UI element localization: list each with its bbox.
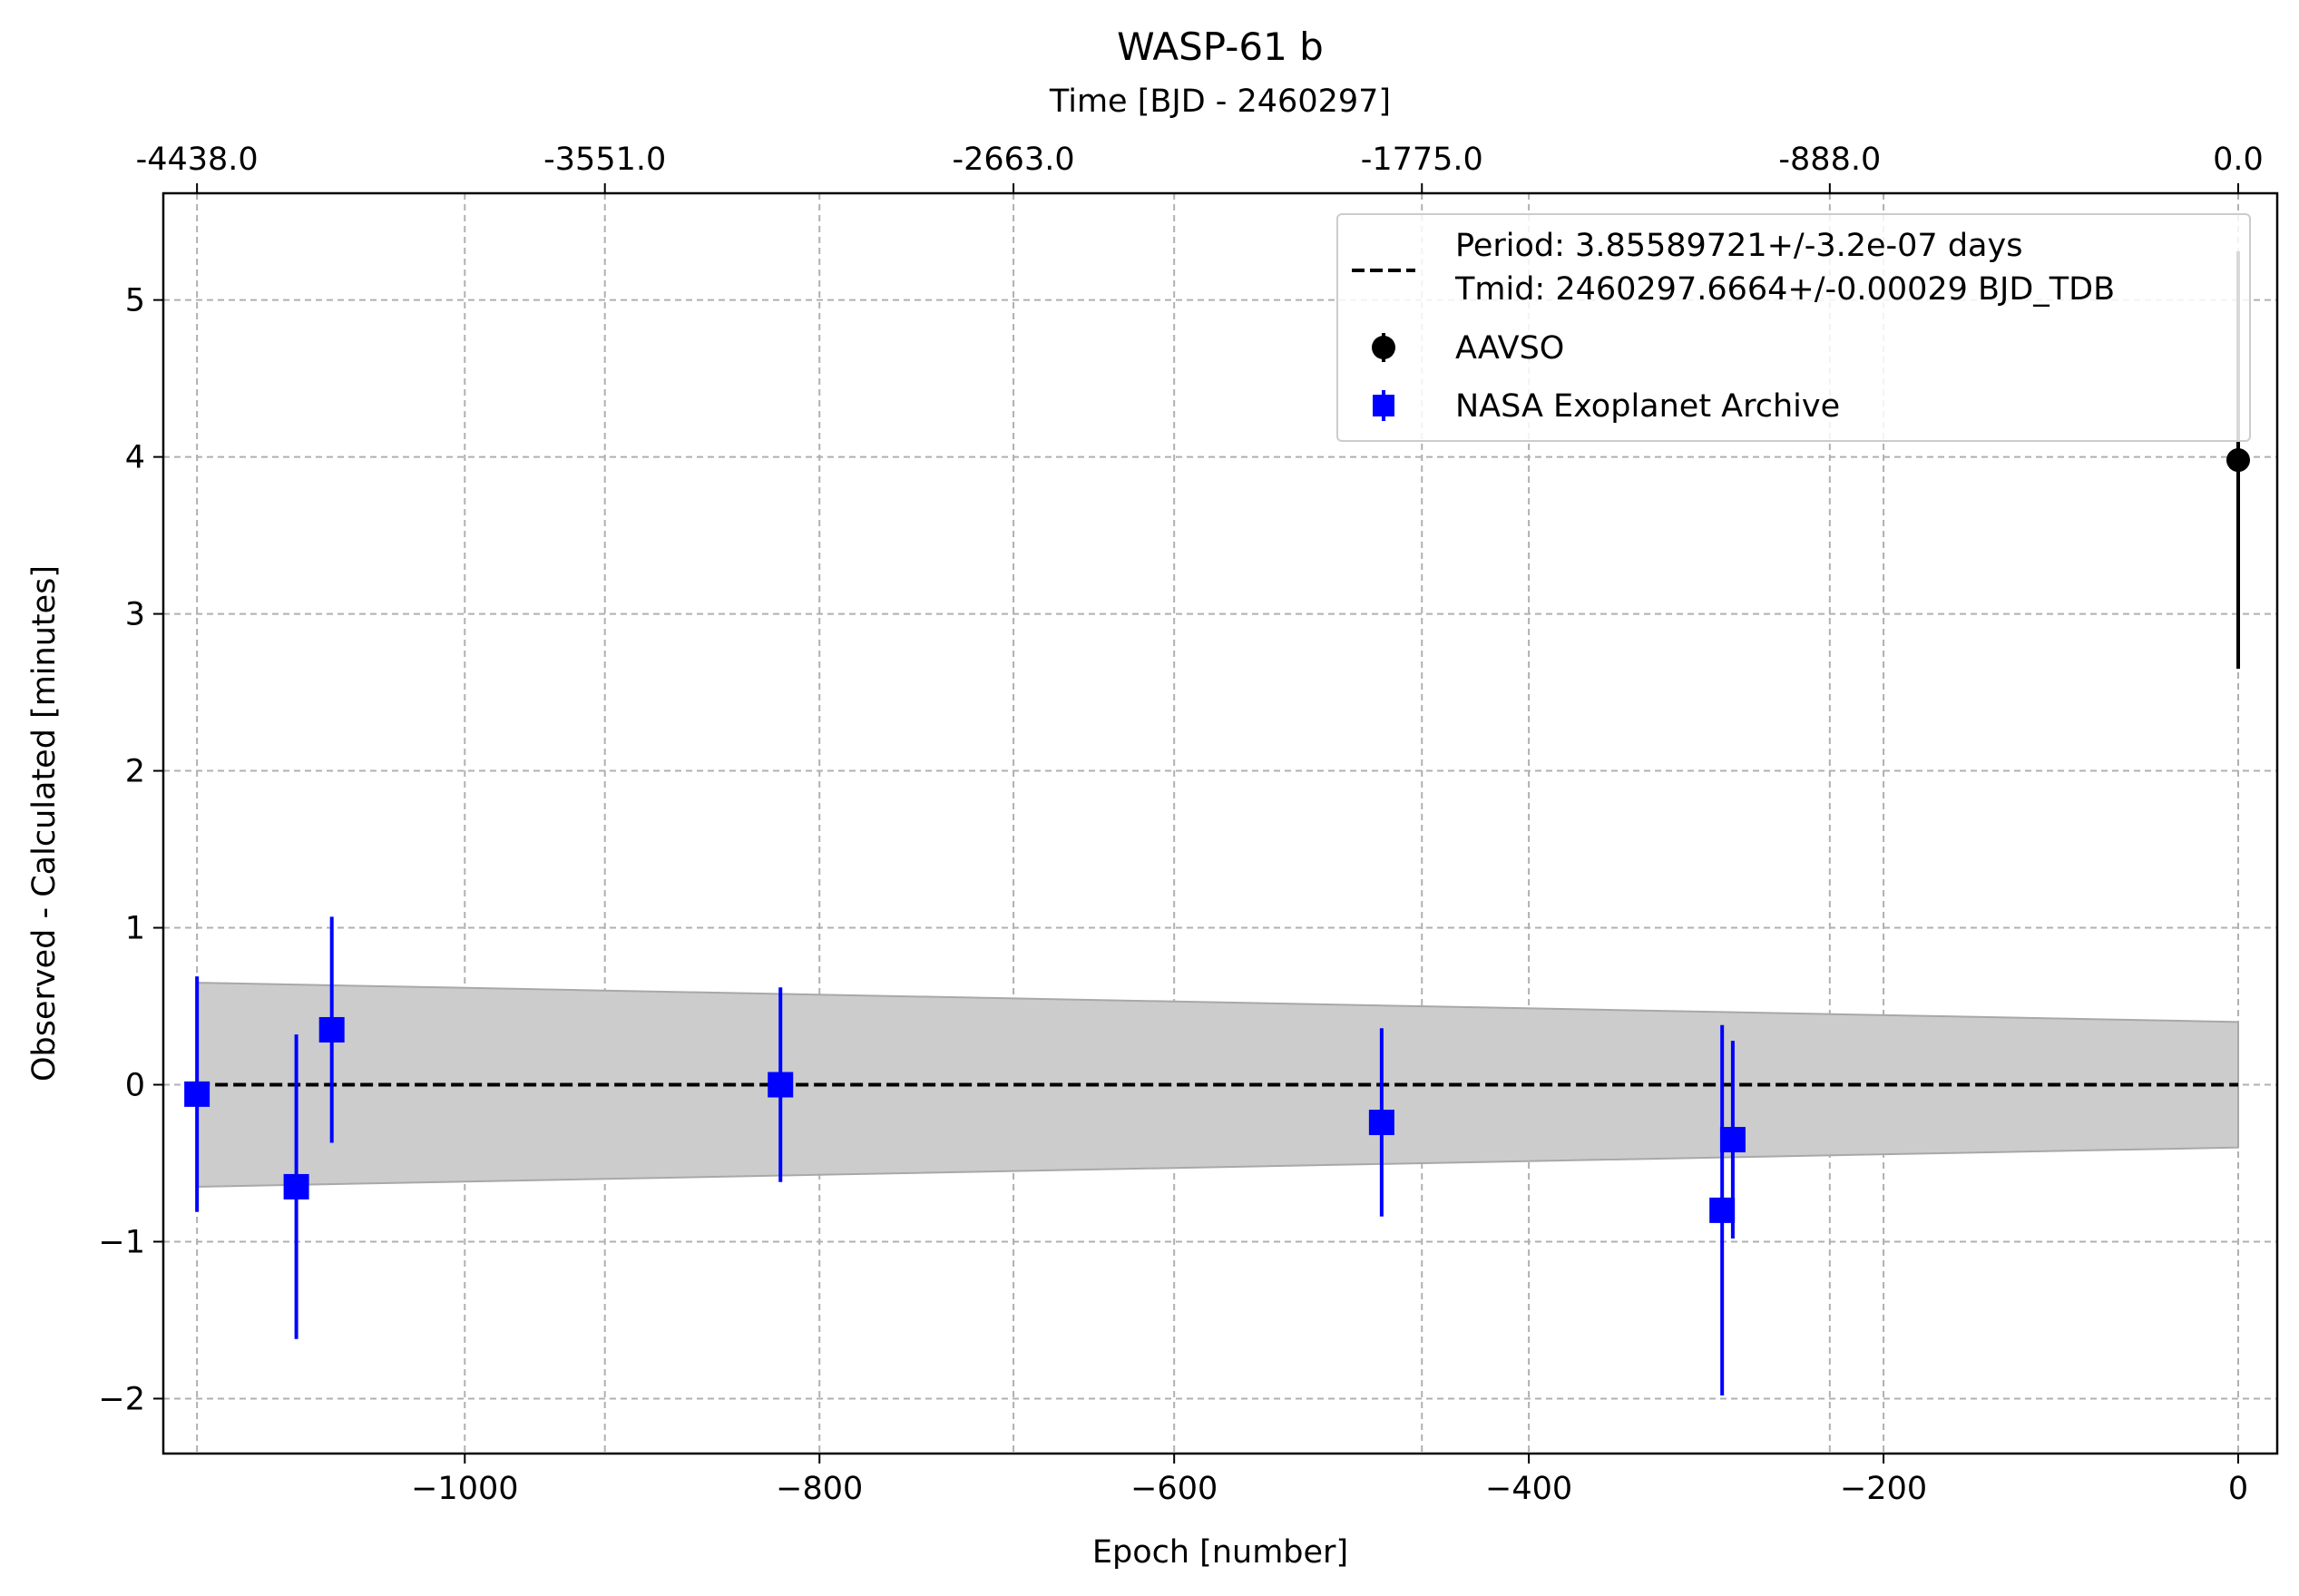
top-x-tick-label: -1775.0: [1361, 142, 1483, 178]
nasa-exoplanet-archive-point: [768, 1072, 794, 1098]
y-tick-label: −2: [98, 1381, 145, 1417]
y-tick-label: 0: [125, 1068, 145, 1104]
legend-aavso-label: AAVSO: [1455, 330, 1564, 367]
nasa-exoplanet-archive-point: [184, 1081, 210, 1107]
y-tick-label: 5: [125, 283, 145, 319]
nasa-exoplanet-archive-point: [318, 1016, 345, 1043]
top-x-tick-label: -4438.0: [136, 142, 259, 178]
chart-title: WASP-61 b: [1117, 24, 1324, 69]
y-tick-label: 4: [125, 440, 145, 476]
nasa-exoplanet-archive-point: [1719, 1127, 1746, 1153]
axes-frame: [161, 191, 2279, 1455]
legend-box: [1336, 213, 2251, 442]
legend-aavso-marker: [1372, 333, 1395, 362]
nasa-exoplanet-archive-point: [283, 1173, 309, 1199]
y-axis-label: Observed - Calculated [minutes]: [26, 565, 63, 1082]
legend-nasa-point: [1373, 395, 1394, 416]
x-tick-label: −800: [776, 1471, 863, 1507]
top-x-tick-label: -2663.0: [953, 142, 1075, 178]
y-tick-label: 1: [125, 911, 145, 947]
data-layer: [184, 251, 2250, 1395]
legend-fit-label-tmid: Tmid: 2460297.6664+/-0.00029 BJD_TDB: [1454, 271, 2115, 308]
x-tick-label: −1000: [411, 1471, 518, 1507]
y-tick-label: −1: [98, 1224, 145, 1260]
top-x-axis-label: Time [BJD - 2460297]: [1049, 83, 1391, 120]
y-tick-label: 3: [125, 597, 145, 633]
x-tick-label: −600: [1130, 1471, 1218, 1507]
nasa-exoplanet-archive-point: [1709, 1197, 1736, 1223]
tick-layer: −1000 −800 −600 −400 −200 0 -4438.0 -3551.0 -266…: [98, 142, 2263, 1507]
legend-aavso-point: [1372, 336, 1395, 359]
top-x-tick-label: -888.0: [1778, 142, 1881, 178]
nasa-exoplanet-archive-point: [1368, 1110, 1394, 1136]
x-tick-label: 0: [2228, 1471, 2248, 1507]
top-x-tick-label: -3551.0: [543, 142, 666, 178]
x-tick-label: −400: [1485, 1471, 1572, 1507]
legend: Period: 3.85589721+/-3.2e-07 days Tmid: …: [1336, 213, 2251, 442]
top-x-tick-label: 0.0: [2213, 142, 2264, 178]
x-tick-label: −200: [1840, 1471, 1927, 1507]
y-tick-label: 2: [125, 754, 145, 790]
legend-nasa-marker: [1373, 390, 1394, 421]
legend-fit-label-period: Period: 3.85589721+/-3.2e-07 days: [1455, 228, 2022, 264]
legend-nasa-label: NASA Exoplanet Archive: [1455, 388, 1840, 425]
aavso-point: [2226, 448, 2250, 473]
x-axis-label: Epoch [number]: [1092, 1534, 1348, 1571]
